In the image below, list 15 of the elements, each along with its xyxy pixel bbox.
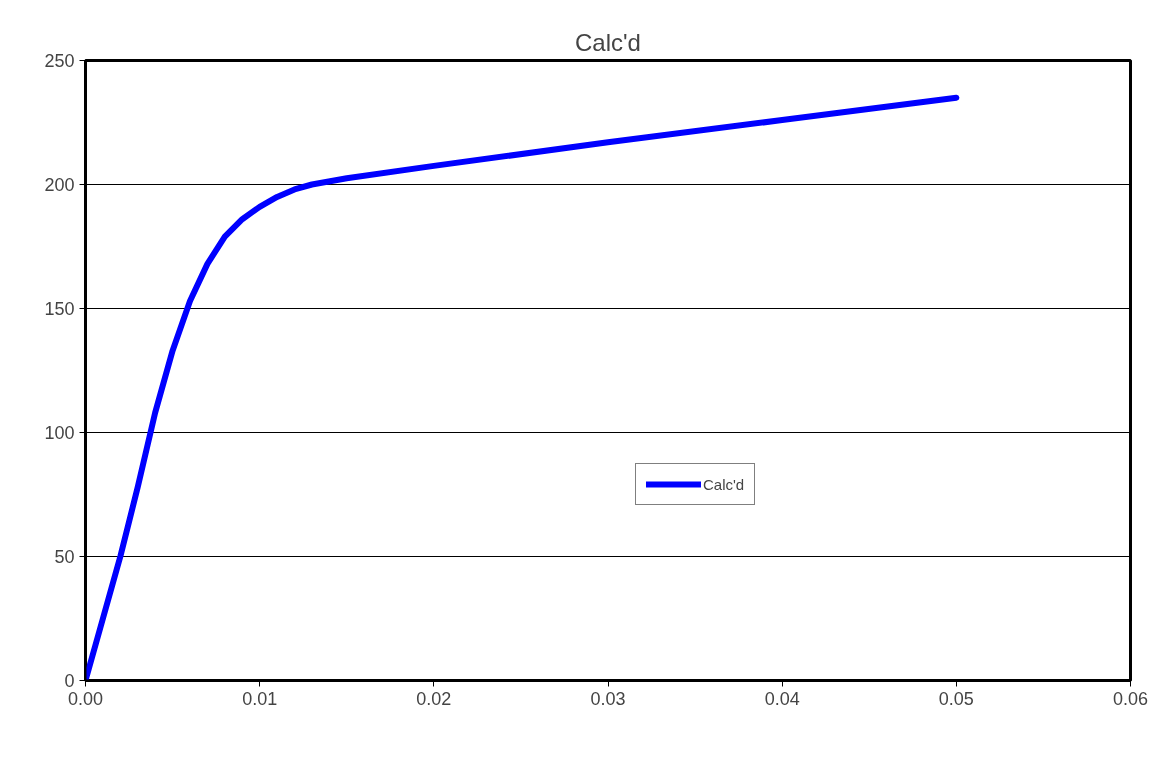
x-tick-label: 0.06: [1112, 688, 1149, 709]
legend-label: Calc'd: [703, 475, 745, 493]
x-tick-label: 0.03: [590, 688, 626, 709]
x-tick-label: 0.02: [416, 688, 452, 709]
x-tick-label: 0.05: [938, 688, 974, 709]
y-tick-label: 200: [44, 175, 75, 195]
y-tick-label: 100: [44, 423, 75, 443]
y-tick-label: 0: [64, 671, 75, 691]
y-tick-label: 50: [54, 547, 75, 567]
y-tick-label: 250: [44, 51, 75, 71]
x-tick-label: 0.01: [242, 688, 278, 709]
chart-title: Calc'd: [575, 28, 641, 56]
x-tick-label: 0.04: [764, 688, 800, 709]
y-tick-label: 150: [44, 299, 75, 319]
x-tick-label: 0.00: [67, 688, 104, 709]
